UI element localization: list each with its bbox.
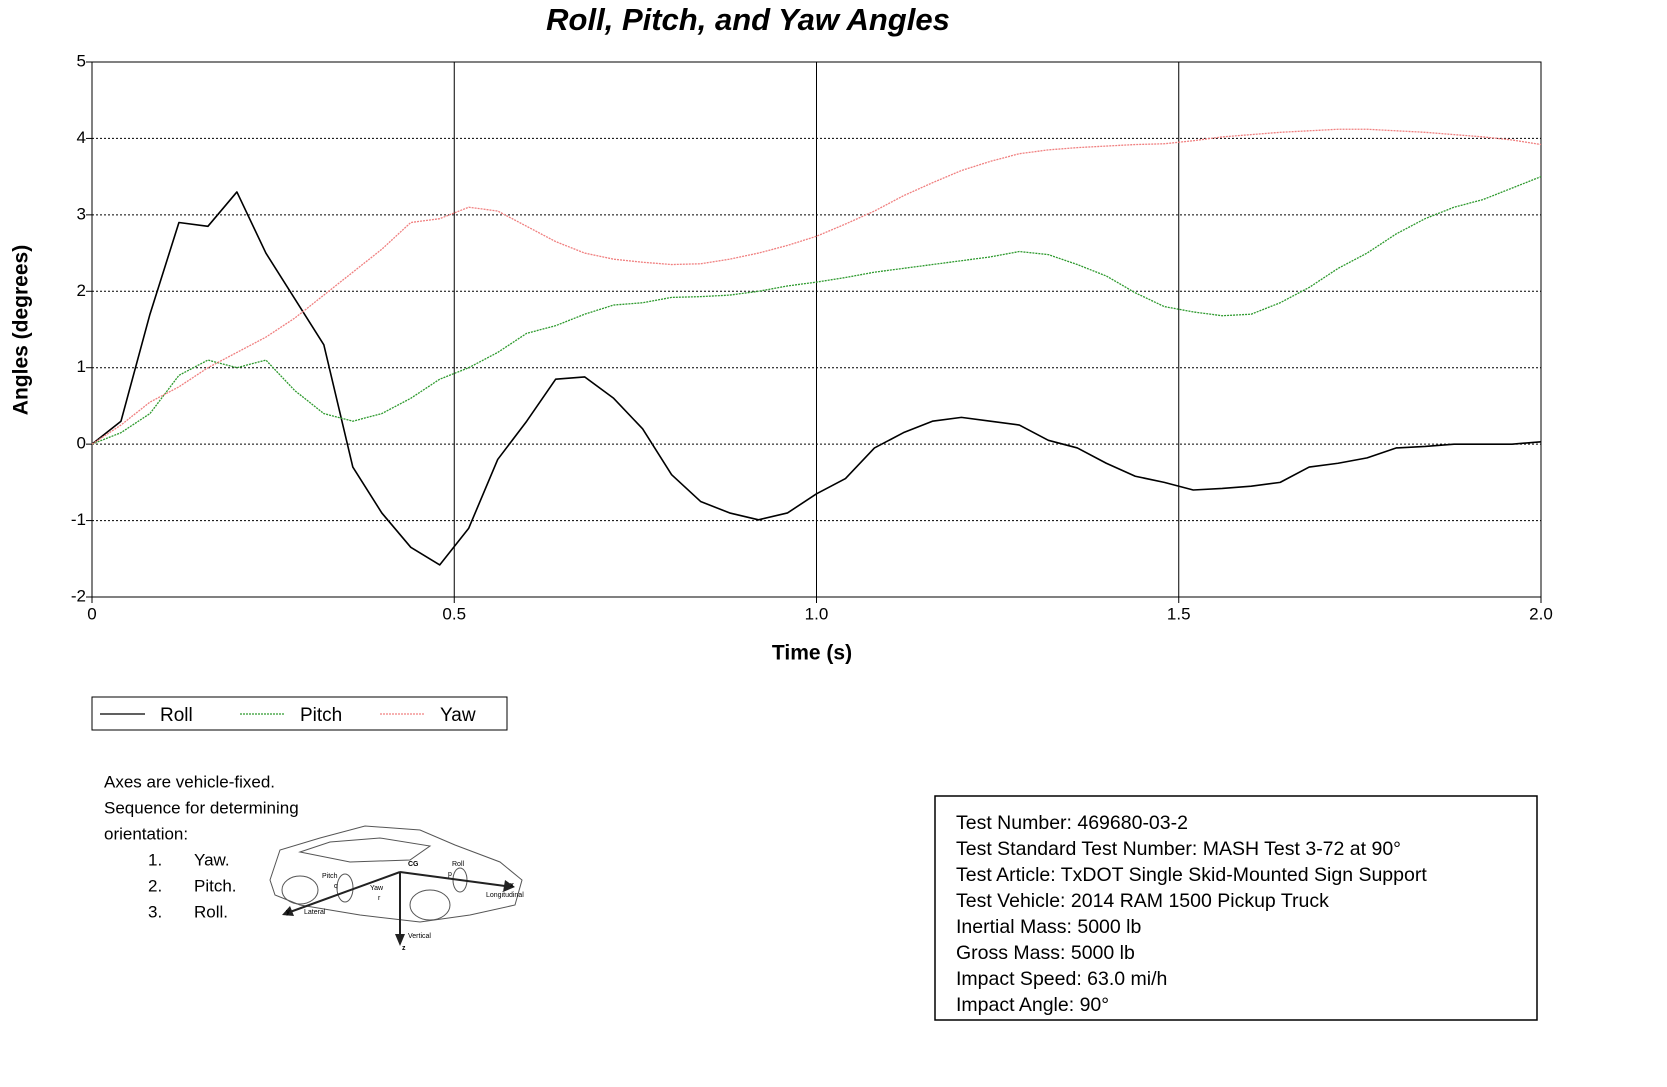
step-text: Roll. (194, 902, 228, 921)
info-line: Impact Angle: 90° (956, 994, 1109, 1016)
diagram-label: Roll (452, 861, 465, 868)
legend: Roll Pitch Yaw (92, 697, 507, 730)
y-tick-label: 3 (77, 204, 86, 223)
note-line: orientation: (104, 824, 188, 843)
diagram-label: q (334, 883, 338, 890)
info-line: Test Standard Test Number: MASH Test 3-7… (956, 838, 1401, 860)
info-line: Test Vehicle: 2014 RAM 1500 Pickup Truck (956, 890, 1329, 912)
car-window (300, 838, 430, 862)
diagram-label: CG (408, 861, 419, 868)
y-tick-label: 4 (77, 128, 86, 147)
axis-arrow (400, 872, 505, 886)
x-tick-label: 2.0 (1529, 604, 1553, 623)
legend-label: Pitch (300, 705, 342, 726)
info-line: Test Article: TxDOT Single Skid-Mounted … (956, 864, 1427, 886)
x-tick-label: 0.5 (442, 604, 466, 623)
step-text: Pitch. (194, 876, 237, 895)
info-line: Test Number: 469680-03-2 (956, 812, 1188, 834)
test-info: Test Number: 469680-03-2 Test Standard Te… (935, 796, 1537, 1020)
step-number: 1. (148, 850, 162, 869)
diagram-label: Yaw (370, 885, 384, 892)
note-line: Axes are vehicle-fixed. (104, 772, 275, 791)
info-line: Gross Mass: 5000 lb (956, 942, 1135, 964)
info-line: Inertial Mass: 5000 lb (956, 916, 1142, 938)
vehicle-diagram (270, 826, 522, 946)
x-tick-label: 1.0 (805, 604, 829, 623)
pitch-arc (337, 874, 353, 902)
axis-arrow (290, 872, 400, 912)
y-tick-label: 2 (77, 281, 86, 300)
step-text: Yaw. (194, 850, 230, 869)
diagram-label: x (510, 882, 514, 889)
y-tick-label: 1 (77, 357, 86, 376)
y-axis-label: Angles (degrees) (10, 245, 33, 415)
info-line: Impact Speed: 63.0 mi/h (956, 968, 1167, 990)
step-number: 2. (148, 876, 162, 895)
chart: Roll, Pitch, and Yaw Angles Time (s) Ang… (0, 0, 1667, 1087)
diagram-label: r (378, 895, 381, 902)
diagram-label: Pitch (322, 873, 338, 880)
note-line: Sequence for determining (104, 798, 299, 817)
plot-area: -2 -1 0 1 2 3 4 5 0 0.5 1.0 1.5 2.0 (71, 51, 1553, 623)
y-tick-label: -1 (71, 510, 86, 529)
diagram-label: p (448, 871, 452, 878)
x-tick-label: 1.5 (1167, 604, 1191, 623)
x-tick-label: 0 (87, 604, 96, 623)
diagram-label: y (286, 909, 290, 916)
y-tick-label: -2 (71, 586, 86, 605)
wheel (410, 890, 450, 920)
diagram-labels: Pitch q CG Roll p x Longitudinal Yaw r y… (286, 861, 524, 952)
diagram-label: Lateral (304, 909, 326, 916)
axes-note: Axes are vehicle-fixed. Sequence for det… (104, 772, 299, 921)
y-tick-label: 5 (77, 51, 86, 70)
wheel (282, 876, 318, 904)
diagram-label: Longitudinal (486, 892, 524, 899)
step-number: 3. (148, 902, 162, 921)
diagram-label: z (402, 945, 406, 952)
x-axis-label: Time (s) (772, 642, 852, 665)
chart-title: Roll, Pitch, and Yaw Angles (546, 2, 950, 37)
diagram-label: Vertical (408, 933, 431, 940)
y-tick-label: 0 (77, 434, 86, 453)
legend-label: Yaw (440, 705, 476, 726)
legend-label: Roll (160, 705, 193, 726)
